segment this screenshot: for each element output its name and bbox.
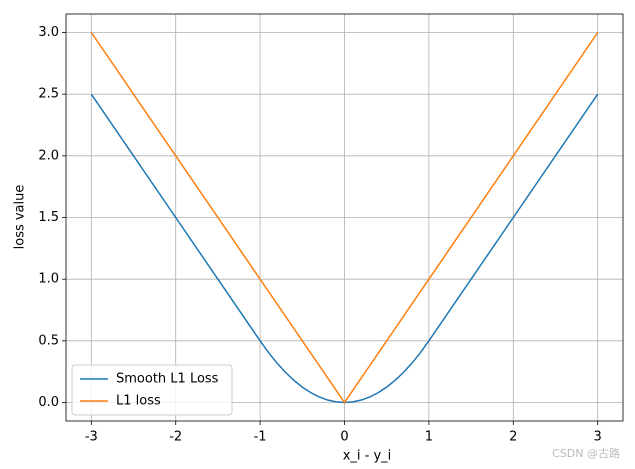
legend-label: Smooth L1 Loss: [116, 372, 219, 387]
y-axis-label: loss value: [13, 185, 28, 250]
y-tick-label: 1.5: [38, 210, 59, 225]
line: [90, 32, 599, 404]
x-tick-label: 0: [340, 430, 348, 445]
x-tick-label: -3: [85, 430, 98, 445]
x-tick-label: -2: [169, 430, 182, 445]
x-axis-label: x_i - y_i: [343, 449, 392, 464]
legend: Smooth L1 Loss L1 loss: [71, 364, 233, 416]
x-tick-label: 2: [509, 430, 517, 445]
y-tick-label: 0.0: [38, 395, 59, 410]
watermark: CSDN @古路: [552, 447, 620, 460]
x-tick-label: -1: [254, 430, 267, 445]
x-tick-label: 3: [594, 430, 602, 445]
y-tick-label: 2.0: [38, 148, 59, 163]
y-tick-label: 1.0: [38, 272, 59, 287]
y-tick-label: 2.5: [38, 87, 59, 102]
legend-box: [71, 364, 233, 416]
legend-label: L1 loss: [116, 394, 161, 409]
y-tick-label: 0.5: [38, 333, 59, 348]
x-tick-label: 1: [425, 430, 433, 445]
y-tick-label: 3.0: [38, 25, 59, 40]
plot-frame: [65, 13, 624, 422]
